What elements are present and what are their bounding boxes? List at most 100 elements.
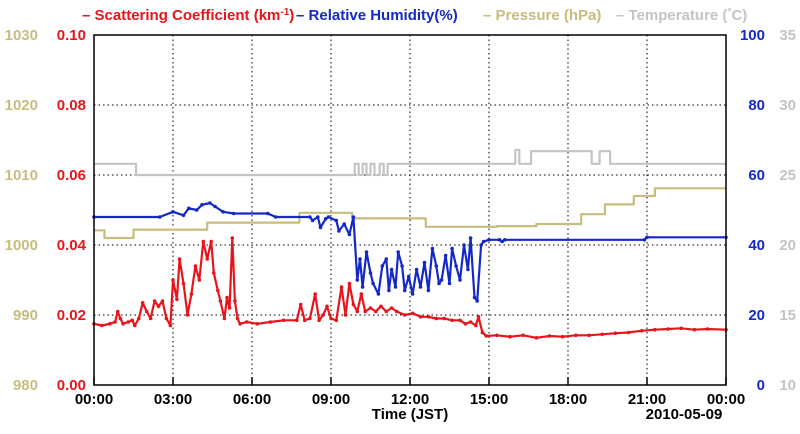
x-tick-label: 12:00 xyxy=(391,391,429,408)
data-point xyxy=(185,313,190,317)
x-tick-label: 18:00 xyxy=(549,391,587,408)
y-tick-label-pressure: 1030 xyxy=(5,27,38,44)
data-point xyxy=(231,211,236,216)
data-point xyxy=(472,295,477,300)
data-point xyxy=(318,225,323,230)
data-point xyxy=(160,299,165,303)
data-point xyxy=(679,326,683,331)
y-tick-label-pressure: 980 xyxy=(13,377,38,394)
data-point xyxy=(442,316,447,321)
data-point xyxy=(466,267,470,272)
data-point xyxy=(216,288,220,293)
legend-dash: – xyxy=(296,7,309,24)
data-point xyxy=(376,292,381,296)
data-point xyxy=(484,334,489,338)
legend-dash: – xyxy=(616,7,629,24)
data-point xyxy=(430,246,435,251)
legend-pressure: – Pressure (hPa) xyxy=(483,7,601,24)
data-point xyxy=(343,313,348,317)
data-point xyxy=(410,292,415,296)
data-point xyxy=(281,318,286,323)
data-point xyxy=(368,306,373,310)
data-point xyxy=(334,318,339,323)
data-point xyxy=(387,288,391,293)
data-point xyxy=(639,329,644,333)
data-point xyxy=(197,278,202,282)
data-point xyxy=(221,210,225,214)
data-point xyxy=(238,322,242,326)
data-point xyxy=(137,316,141,321)
data-point xyxy=(144,309,149,314)
x-tick-labels: 00:00 03:00 06:00 09:00 12:00 15:00 18:00 21:00… xyxy=(75,377,745,408)
data-point xyxy=(454,264,458,268)
legend-dash: – xyxy=(483,7,496,24)
y-tick-label-humidity: 80 xyxy=(748,97,765,114)
data-point xyxy=(133,323,137,328)
y-tick-label-temperature: 20 xyxy=(779,237,796,254)
x-axis-label: Time (JST) xyxy=(372,406,448,423)
data-point xyxy=(422,260,427,265)
data-point xyxy=(479,243,483,247)
data-point xyxy=(426,288,431,293)
y-tick-label-scattering: 0.06 xyxy=(57,167,86,184)
data-point xyxy=(402,288,407,293)
data-point xyxy=(321,313,325,317)
data-point xyxy=(113,320,117,324)
data-point xyxy=(645,235,649,240)
data-point xyxy=(521,333,525,338)
data-point xyxy=(380,264,385,268)
y-tick-label-scattering: 0.00 xyxy=(57,377,86,394)
y-tick-label-pressure: 990 xyxy=(13,307,38,324)
data-point xyxy=(418,285,423,289)
data-point xyxy=(396,250,401,254)
data-point xyxy=(317,318,321,323)
data-point xyxy=(626,330,631,335)
data-point xyxy=(298,302,303,307)
legend-temperature-sup: ° xyxy=(727,7,731,18)
y-tick-label-humidity: 20 xyxy=(748,307,765,324)
data-point xyxy=(168,323,173,328)
data-point xyxy=(230,236,235,240)
y-tick-label-scattering: 0.04 xyxy=(57,237,87,254)
data-point xyxy=(495,333,499,338)
grid xyxy=(94,35,726,385)
data-point xyxy=(434,264,439,268)
data-point xyxy=(347,281,352,286)
x-tick-label: 06:00 xyxy=(233,391,271,408)
y-tick-label-temperature: 30 xyxy=(779,97,796,114)
data-point xyxy=(406,274,411,279)
data-point xyxy=(476,315,481,319)
data-point xyxy=(534,336,539,340)
y-tick-label-temperature: 15 xyxy=(779,307,796,324)
data-point xyxy=(205,257,209,261)
data-point xyxy=(194,208,199,212)
data-point xyxy=(389,306,394,310)
y-tick-label-pressure: 1010 xyxy=(5,167,38,184)
data-point xyxy=(148,316,153,321)
data-point xyxy=(175,297,179,302)
data-point xyxy=(156,304,161,309)
data-point xyxy=(458,318,462,323)
data-point xyxy=(273,215,278,219)
legend-scattering: – Scattering Coefficient (km-1) xyxy=(82,7,294,24)
data-point xyxy=(374,309,378,314)
data-point xyxy=(443,253,448,258)
data-point xyxy=(666,327,670,331)
data-point xyxy=(218,299,223,303)
data-point xyxy=(227,306,232,310)
data-point xyxy=(201,239,206,244)
data-point xyxy=(222,316,227,321)
x-tick-label: 00:00 xyxy=(75,391,113,408)
data-point xyxy=(325,304,329,309)
data-point xyxy=(108,322,112,326)
legend-temperature-tail: C) xyxy=(731,7,747,24)
data-point xyxy=(208,201,212,205)
data-point xyxy=(474,323,478,328)
y-tick-label-humidity: 60 xyxy=(748,167,765,184)
y-tick-label-humidity: 100 xyxy=(740,27,765,44)
data-point xyxy=(337,229,341,233)
data-point xyxy=(547,334,552,338)
series-relative-humidity xyxy=(92,201,728,303)
legend: – Scattering Coefficient (km-1) – Relati… xyxy=(82,7,747,24)
data-point xyxy=(437,281,441,286)
